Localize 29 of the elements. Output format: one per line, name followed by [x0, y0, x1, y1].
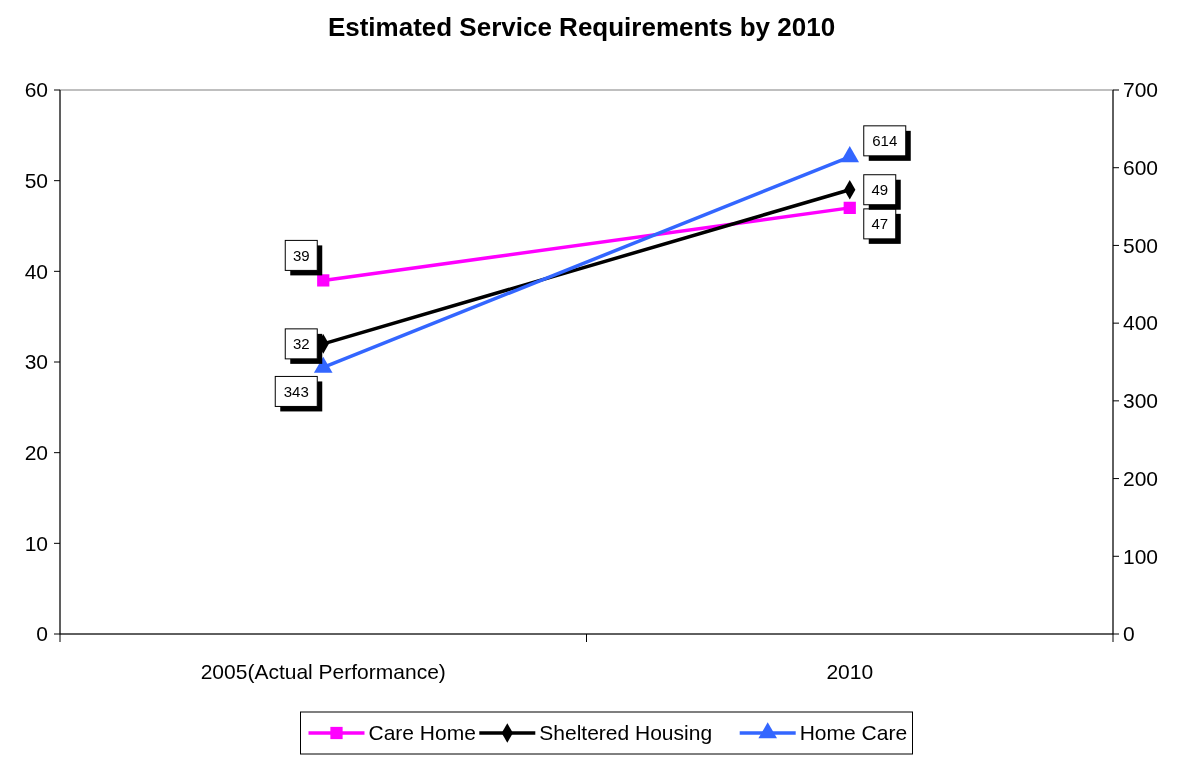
y2-tick-label: 100 [1123, 544, 1159, 568]
data-label: 32 [292, 335, 310, 353]
x-tick-label: 2005(Actual Performance) [200, 660, 446, 683]
y-tick-label: 50 [24, 169, 48, 193]
y2-tick-label: 500 [1123, 233, 1159, 257]
y2-tick-label: 400 [1123, 311, 1159, 335]
legend-label: Home Care [799, 721, 908, 745]
y-tick-label: 0 [36, 622, 48, 646]
y-tick-label: 10 [24, 531, 48, 555]
y-tick-label: 60 [24, 78, 48, 102]
legend-label: Sheltered Housing [539, 721, 713, 745]
x-tick-label: 2010 [826, 660, 874, 683]
y2-tick-label: 300 [1123, 389, 1159, 413]
data-label: 47 [871, 215, 889, 233]
chart-title: Estimated Service Requirements by 2010 [327, 12, 836, 42]
y-tick-label: 30 [24, 350, 48, 374]
y-tick-label: 40 [24, 259, 48, 283]
data-label: 49 [871, 180, 889, 198]
data-label: 614 [872, 132, 898, 150]
y2-tick-label: 600 [1123, 156, 1159, 180]
legend-label: Care Home [368, 721, 476, 745]
y2-tick-label: 0 [1123, 622, 1135, 646]
point [843, 201, 856, 214]
point [317, 274, 330, 287]
data-label: 39 [292, 246, 310, 264]
y2-tick-label: 700 [1123, 78, 1159, 102]
data-label: 343 [283, 382, 309, 400]
y-tick-label: 20 [24, 441, 48, 465]
y2-tick-label: 200 [1123, 466, 1159, 490]
